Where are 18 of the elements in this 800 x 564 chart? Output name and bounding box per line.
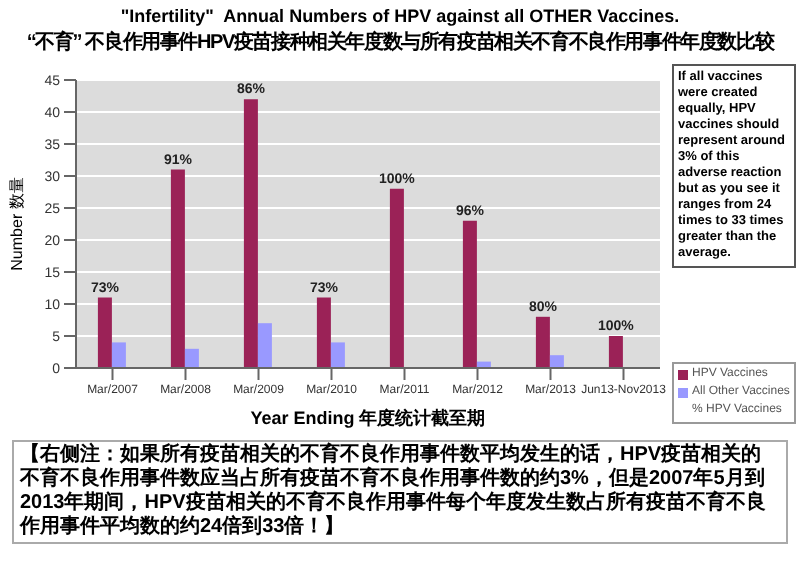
y-axis-title: Number 数量	[7, 177, 26, 271]
text: 【右侧注：如果所有疫苗相关的不育不良作用事件数平均发生的话，HPV疫苗相关的不育不良作用事件数应当占所有疫苗不育不良作用事件数的约3%，但是2007年5月到2013年期间，HPV疫苗相关的不育不良作用事件每个年度发生数占所有疫苗不育不良作用事件平均数的约24倍到33倍！】	[12, 440, 788, 544]
bar	[243, 99, 258, 368]
bar	[257, 323, 272, 368]
chart-title: "Infertility" Annual Numbers of HPV against all OTHER Vaccines.	[118, 6, 682, 26]
x-axis-title: Year Ending 年度统计截至期	[250, 408, 486, 428]
bar	[184, 348, 199, 368]
bar	[535, 316, 550, 368]
bar	[330, 342, 345, 368]
bar	[170, 169, 185, 368]
bar	[549, 355, 564, 368]
bar	[316, 297, 331, 368]
bar	[608, 336, 623, 368]
bar	[462, 220, 477, 368]
bar	[389, 188, 404, 368]
bar	[111, 342, 126, 368]
chart-subtitle: “不育” 不良作用事件HPV疫苗接种相关年度数与所有疫苗相关不育不良作用事件年度数比较	[24, 28, 777, 56]
bar	[97, 297, 112, 368]
